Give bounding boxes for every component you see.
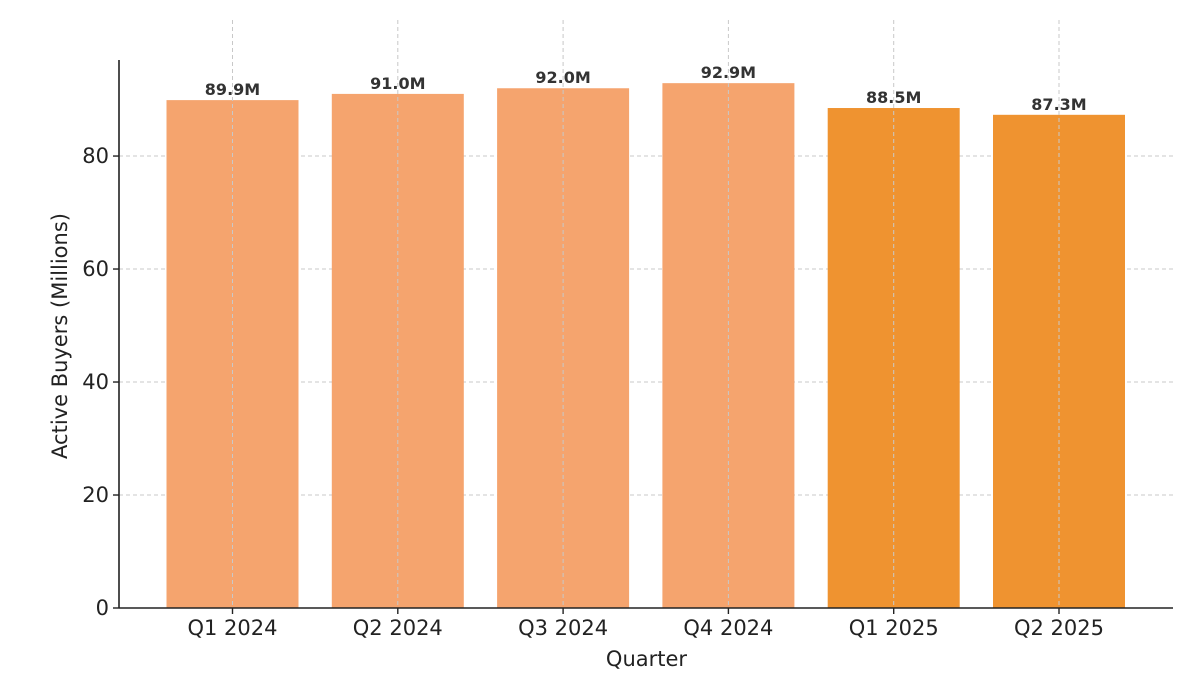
x-tick-label: Q3 2024 [518, 616, 608, 640]
bar-data-label: 88.5M [866, 88, 921, 107]
x-tick-label: Q1 2024 [187, 616, 277, 640]
bar-data-label: 92.9M [701, 63, 756, 82]
y-tick-label: 20 [82, 483, 109, 507]
tick-labels: 0 20 40 60 80 Q1 2024 Q2 2024 Q3 2024 Q4 2024 Q1 … [82, 144, 1104, 640]
y-axis-title: Active Buyers (Millions) [48, 213, 72, 459]
y-tick-label: 60 [82, 257, 109, 281]
x-tick-label: Q4 2024 [683, 616, 773, 640]
x-tick-label: Q1 2025 [849, 616, 939, 640]
x-axis-title: Quarter [606, 647, 687, 671]
x-tick-label: Q2 2024 [353, 616, 443, 640]
bar-data-label: 87.3M [1031, 95, 1086, 114]
bars [166, 20, 1125, 609]
y-tick-label: 80 [82, 144, 109, 168]
data-labels: 89.9M 91.0M 92.0M 92.9M 88.5M 87.3M [205, 63, 1087, 114]
bar-data-label: 89.9M [205, 80, 260, 99]
axes [113, 60, 1173, 614]
bar-data-label: 92.0M [535, 68, 590, 87]
x-tick-label: Q2 2025 [1014, 616, 1104, 640]
bar-data-label: 91.0M [370, 74, 425, 93]
y-tick-label: 40 [82, 370, 109, 394]
bar [497, 88, 630, 608]
y-tick-label: 0 [96, 596, 109, 620]
